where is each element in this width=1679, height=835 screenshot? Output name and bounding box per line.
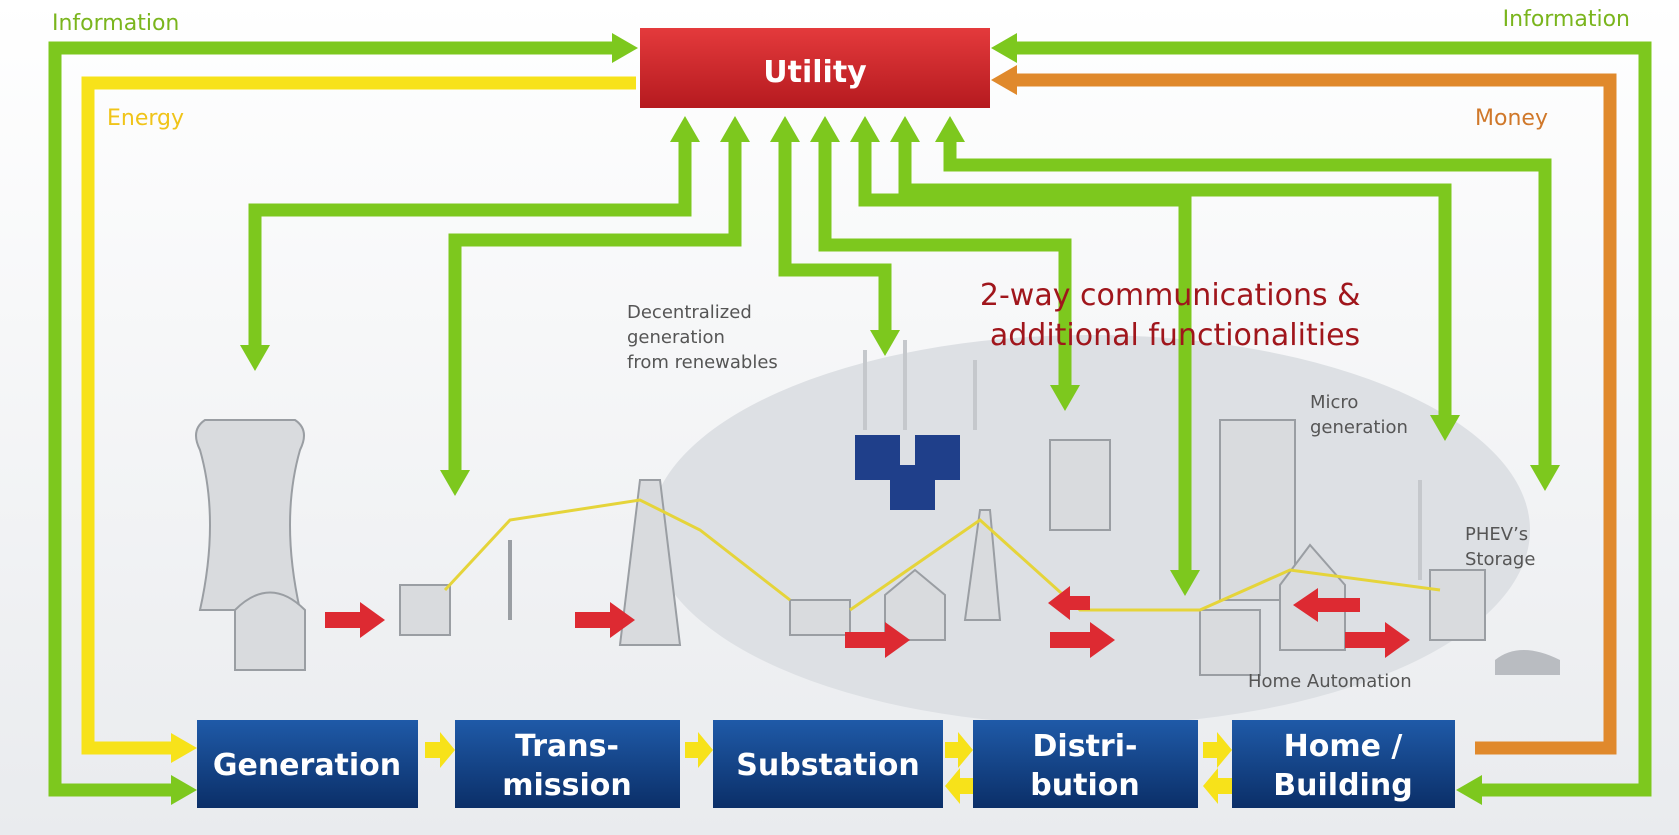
stage-label: Home / Building — [1273, 729, 1412, 803]
info-arrows — [240, 116, 1560, 596]
renewables-label: Decentralized generation from renewables — [627, 302, 778, 373]
phev-label: PHEV’s Storage — [1465, 524, 1535, 570]
flow-label: Energy — [107, 106, 184, 131]
utility-label: Utility — [763, 55, 867, 90]
energy-loop — [81, 76, 636, 763]
stage-box — [973, 720, 1198, 808]
info-right-loop — [991, 33, 1652, 805]
money-loop — [991, 65, 1617, 755]
energy-arrows — [325, 586, 1410, 658]
home-automation-label: Home Automation — [1248, 671, 1412, 692]
stage-box — [197, 720, 418, 808]
stage-label: Generation — [213, 748, 401, 783]
stage-box — [713, 720, 943, 808]
stage-label: Substation — [736, 748, 919, 783]
stage-label: Trans-mission — [502, 729, 632, 803]
stage-boxes: Generation Trans-mission Substation Dist… — [197, 720, 1455, 808]
flow-label: Information — [1503, 7, 1630, 32]
flow-label: Money — [1475, 106, 1548, 131]
stage-label: Distri-bution — [1030, 729, 1139, 803]
stage-arrows — [425, 732, 1232, 804]
stage-box — [455, 720, 680, 808]
stage-box — [1232, 720, 1455, 808]
communications-label: 2-way communications & additional functi… — [980, 278, 1370, 353]
info-left-loop — [48, 33, 638, 805]
micro-label: Micro generation — [1310, 392, 1408, 438]
utility-box: Utility — [640, 28, 990, 108]
flow-label: Information — [52, 11, 179, 36]
